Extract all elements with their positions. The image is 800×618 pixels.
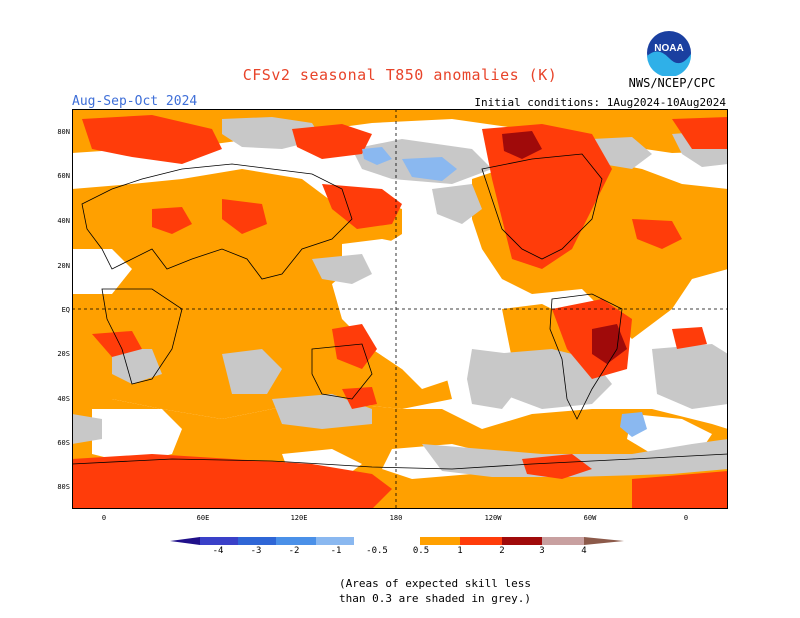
colorbar-seg-neutral [354,537,420,545]
skill-note-line-1: (Areas of expected skill less [338,577,532,590]
skill-note: (Areas of expected skill less than 0.3 a… [0,576,800,606]
map-frame [72,109,728,509]
colorbar-seg-gt4 [584,537,624,545]
colorbar-label-neg4: -4 [212,546,224,556]
colorbar-label-3: 3 [539,546,545,556]
colorbar [170,537,624,545]
lat-label-80n: 80N [57,128,70,136]
lat-label-60s: 60S [57,439,70,447]
colorbar-label-neg1: -1 [330,546,342,556]
noaa-logo: NOAA [646,30,692,80]
south-america-outline [549,293,623,420]
lon-label-120e: 120E [290,514,308,522]
lat-label-80s: 80S [57,483,70,491]
lon-label-60e: 60E [196,514,210,522]
lon-label-0: 0 [101,514,107,522]
lat-label-eq: EQ [61,306,70,314]
africa-outline [101,288,183,385]
season-label: Aug-Sep-Oct 2024 [72,94,198,109]
australia-outline [311,343,373,400]
initial-conditions-label: Initial conditions: 1Aug2024-10Aug2024 [474,96,726,109]
svg-text:NOAA: NOAA [654,43,683,54]
skill-note-line-2: than 0.3 are shaded in grey.) [338,592,532,605]
map-title: CFSv2 seasonal T850 anomalies (K) [242,66,558,84]
colorbar-label-05: 0.5 [412,546,430,556]
colorbar-label-2: 2 [499,546,505,556]
colorbar-seg-05-1 [420,537,460,545]
colorbar-label-neg2: -2 [288,546,300,556]
colorbar-label-neg3: -3 [250,546,262,556]
antarctica-outline [72,453,728,470]
lat-label-40s: 40S [57,395,70,403]
continent-outlines [72,153,728,470]
colorbar-label-4: 4 [581,546,587,556]
lat-label-20n: 20N [57,262,70,270]
lat-label-60n: 60N [57,172,70,180]
lon-label-0-east: 0 [683,514,689,522]
colorbar-label-neg05: -0.5 [366,546,388,556]
eurasia-outline [81,163,353,280]
lat-label-40n: 40N [57,217,70,225]
anomaly-neg-regions [362,147,647,437]
colorbar-seg-3-4 [542,537,584,545]
north-america-outline [481,153,603,260]
lat-label-20s: 20S [57,350,70,358]
lon-label-180: 180 [389,514,403,522]
colorbar-seg-lt-neg4 [170,537,200,545]
colorbar-seg-neg1-neg05 [316,537,354,545]
colorbar-seg-1-2 [460,537,502,545]
colorbar-seg-neg3-neg2 [238,537,276,545]
anomaly-2-3-regions [502,131,627,364]
colorbar-label-1: 1 [457,546,463,556]
colorbar-seg-2-3 [502,537,542,545]
lon-label-120w: 120W [484,514,502,522]
colorbar-seg-neg4-neg3 [200,537,238,545]
lon-label-60w: 60W [583,514,597,522]
agency-label: NWS/NCEP/CPC [628,76,716,90]
colorbar-seg-neg2-neg1 [276,537,316,545]
anomaly-map [72,109,728,509]
